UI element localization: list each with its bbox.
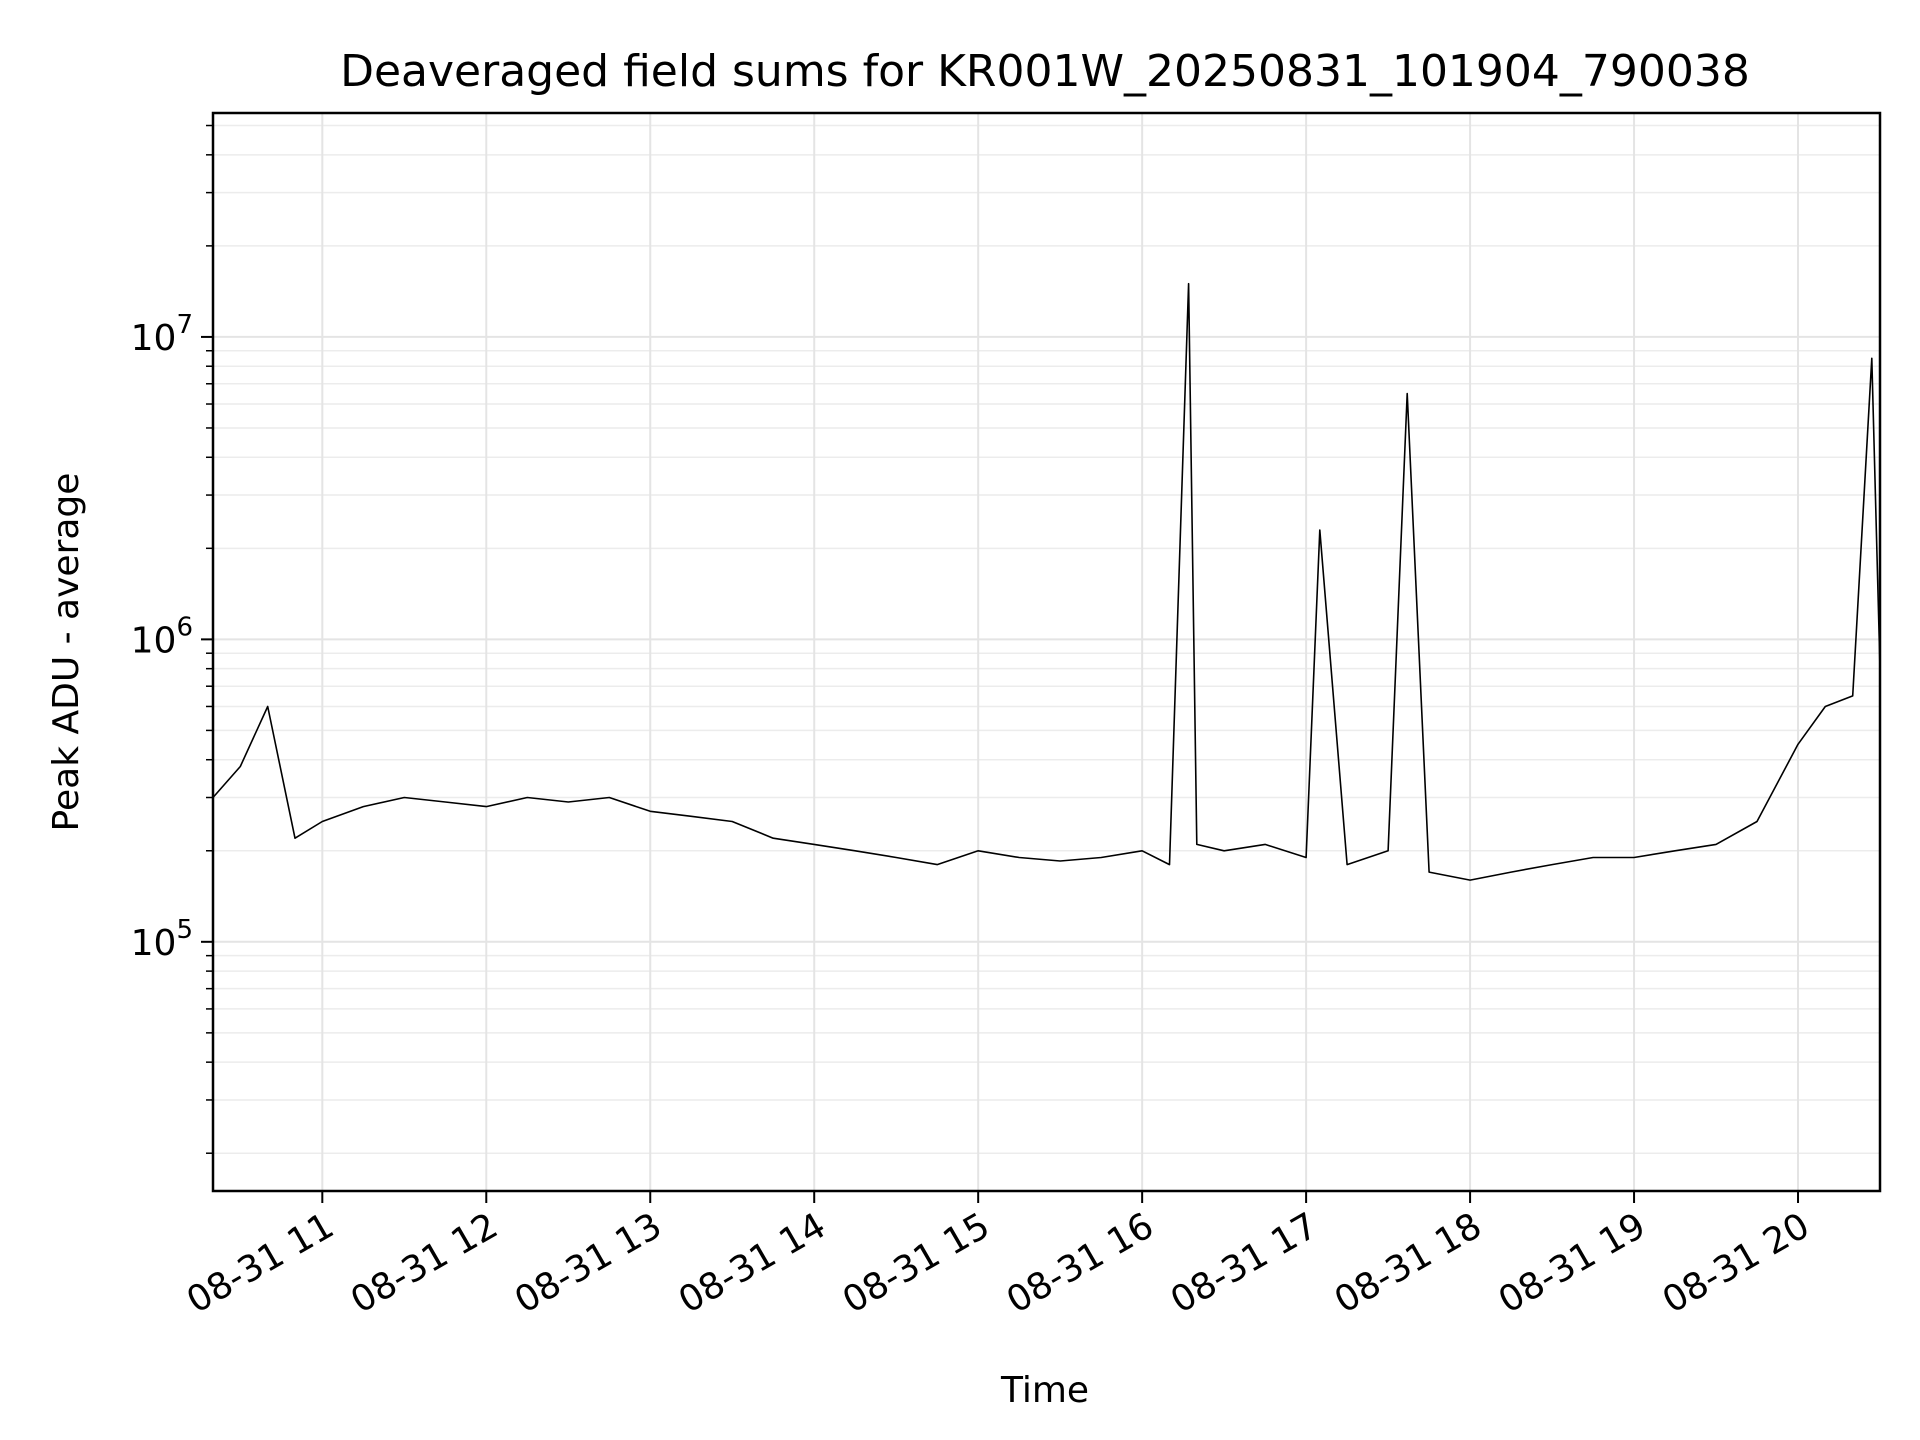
x-tick-label: 08-31 12 (344, 1205, 505, 1321)
x-tick-label: 08-31 13 (508, 1205, 669, 1321)
x-tick-label: 08-31 11 (180, 1205, 341, 1321)
x-tick-label: 08-31 15 (836, 1205, 997, 1321)
x-axis-label: Time (1000, 1370, 1089, 1411)
y-tick-label: 107 (131, 310, 193, 359)
x-axis-ticks: 08-31 11 08-31 12 08-31 13 08-31 14 08-31 15… (180, 1191, 1817, 1322)
x-tick-label: 08-31 19 (1492, 1205, 1653, 1321)
grid-lines (213, 113, 1880, 1191)
data-series-line-group (212, 282, 1881, 881)
y-axis-ticks: 105 106 107 (131, 124, 213, 1154)
series-line (212, 282, 1881, 881)
y-axis-label: Peak ADU - average (46, 473, 87, 832)
plot-frame (211, 111, 1882, 1193)
y-tick-label: 105 (131, 915, 193, 964)
x-tick-label: 08-31 14 (672, 1205, 833, 1321)
chart-title: Deaveraged field sums for KR001W_2025083… (340, 46, 1750, 97)
x-tick-label: 08-31 18 (1328, 1205, 1489, 1321)
x-tick-label: 08-31 16 (1000, 1205, 1161, 1321)
x-tick-label: 08-31 20 (1656, 1205, 1817, 1321)
x-tick-label: 08-31 17 (1164, 1205, 1325, 1321)
y-tick-label: 106 (131, 612, 193, 661)
